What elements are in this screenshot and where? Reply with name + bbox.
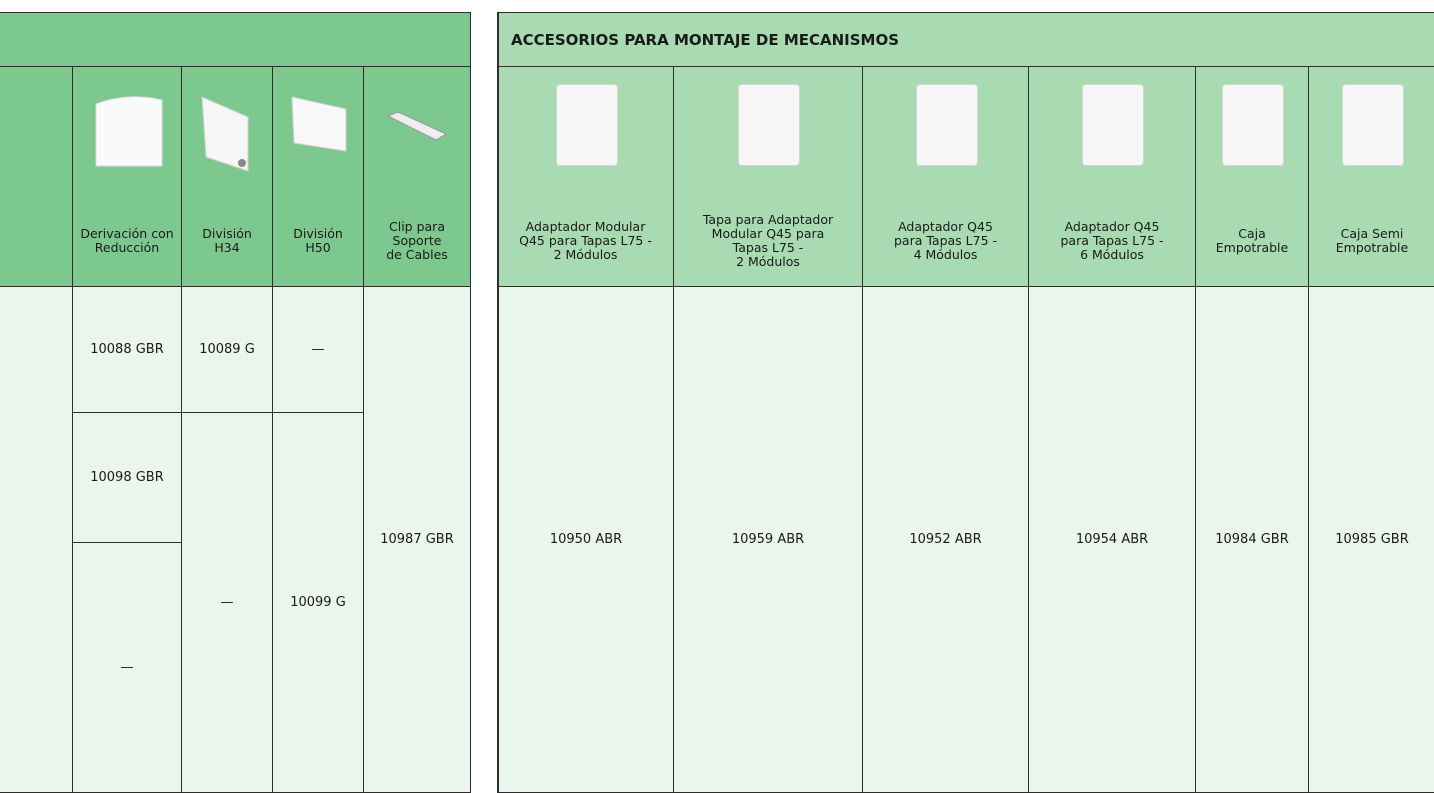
column-label: Caja Empotrable — [1215, 226, 1289, 255]
product-image — [1082, 84, 1144, 166]
product-image — [201, 96, 249, 172]
column-label: Adaptador Modular Q45 para Tapas L75 - 2… — [519, 219, 652, 262]
column-label: Adaptador Q45 para Tapas L75 - 4 Módulos — [893, 219, 998, 262]
code-cell: — — [272, 286, 364, 413]
code-cell: 10950 ABR — [497, 286, 674, 793]
code-cell: 10987 GBR — [363, 286, 471, 793]
column-label: División H50 — [293, 226, 343, 255]
product-image — [95, 96, 163, 167]
column-label: Caja Semi Empotrable — [1335, 226, 1409, 255]
table-title: ACCESORIOS PARA MONTAJE DE MECANISMOS — [497, 12, 1434, 67]
product-image — [555, 84, 618, 166]
code-cell: 10089 G — [181, 286, 273, 413]
code-cell: 10099 G — [272, 412, 364, 793]
code-cell: 10954 ABR — [1028, 286, 1196, 793]
code-cell: — — [181, 412, 273, 793]
header-cell — [497, 66, 674, 287]
empty-cell — [0, 286, 73, 793]
code-cell: — — [72, 542, 182, 793]
code-cell: 10088 GBR — [72, 286, 182, 413]
column-label: Clip para Soporte de Cables — [386, 219, 448, 262]
column-label: Adaptador Q45 para Tapas L75 - 6 Módulos — [1060, 219, 1164, 262]
product-image — [915, 84, 978, 166]
header-cell — [363, 66, 471, 287]
product-image — [1222, 84, 1284, 166]
product-image — [738, 84, 800, 166]
column-label: División H34 — [202, 226, 252, 255]
header-cell — [181, 66, 273, 287]
left-header-bar — [0, 12, 471, 67]
product-image — [386, 111, 448, 141]
product-image — [291, 96, 347, 152]
code-cell: 10952 ABR — [862, 286, 1029, 793]
code-cell: 10985 GBR — [1308, 286, 1434, 793]
code-cell: 10098 GBR — [72, 412, 182, 543]
product-image — [1342, 84, 1404, 166]
column-label: Tapa para Adaptador Modular Q45 para Tap… — [702, 212, 834, 269]
code-cell: 10959 ABR — [673, 286, 863, 793]
left-header-empty — [0, 66, 73, 287]
code-cell: 10984 GBR — [1195, 286, 1309, 793]
column-label: Derivación con Reducción — [80, 226, 174, 255]
